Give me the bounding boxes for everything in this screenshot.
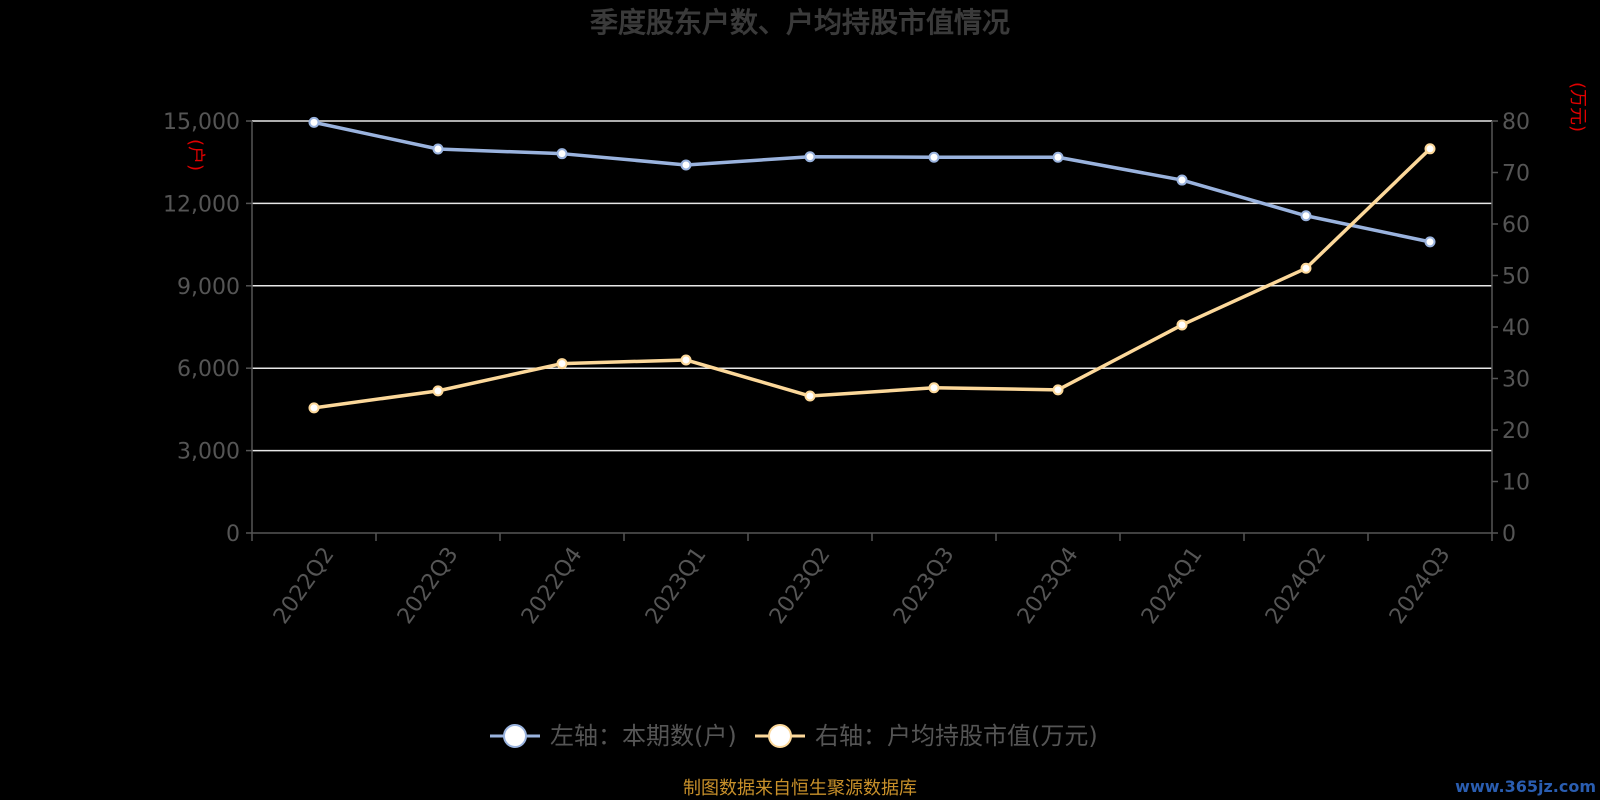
- right-tick-label: 50: [1502, 265, 1530, 290]
- series-2-point: [308, 402, 320, 414]
- watermark: www.365jz.com: [1455, 777, 1596, 796]
- left-tick-label: 3,000: [177, 440, 240, 465]
- grid: [252, 120, 1492, 452]
- legend-label: 左轴：本期数(户): [550, 722, 737, 750]
- series-2-point: [680, 354, 692, 366]
- series-1-point: [928, 151, 940, 163]
- left-tick-label: 9,000: [177, 275, 240, 300]
- right-tick-label: 10: [1502, 471, 1530, 496]
- x-tick-label: 2023Q2: [765, 543, 836, 629]
- x-tick-label: 2022Q4: [517, 543, 588, 629]
- legend-marker: [503, 724, 527, 748]
- series-1-point: [432, 143, 444, 155]
- left-tick-label: 6,000: [177, 357, 240, 382]
- series-1-point: [1176, 174, 1188, 186]
- right-tick-label: 70: [1502, 162, 1530, 187]
- series-2-point: [556, 358, 568, 370]
- left-tick-label: 15,000: [163, 110, 240, 135]
- left-tick-label: 0: [226, 522, 240, 547]
- data-source-note: 制图数据来自恒生聚源数据库: [683, 778, 917, 799]
- x-tick-label: 2024Q3: [1385, 543, 1456, 629]
- series-2-point: [1300, 262, 1312, 274]
- legend: 左轴：本期数(户) 右轴：户均持股市值(万元): [490, 722, 1098, 750]
- left-tick-label: 12,000: [163, 192, 240, 217]
- series-1-point: [556, 148, 568, 160]
- series-layer: [308, 116, 1436, 414]
- right-tick-label: 80: [1502, 110, 1530, 135]
- right-tick-label: 60: [1502, 213, 1530, 238]
- series-1-point: [1424, 236, 1436, 248]
- series-1-point: [308, 116, 320, 128]
- series-1-point: [1052, 151, 1064, 163]
- series-line-1: [313, 120, 1431, 244]
- x-tick-label: 2023Q3: [889, 543, 960, 629]
- series-1-point: [680, 159, 692, 171]
- x-tick-label: 2023Q4: [1013, 543, 1084, 629]
- series-1-point: [804, 151, 816, 163]
- x-tick-label: 2024Q1: [1137, 543, 1208, 629]
- right-tick-label: 40: [1502, 316, 1530, 341]
- series-2-point: [928, 382, 940, 394]
- x-tick-label: 2024Q2: [1261, 543, 1332, 629]
- x-tick-label: 2023Q1: [641, 543, 712, 629]
- series-2-point: [1176, 319, 1188, 331]
- x-tick-label: 2022Q3: [393, 543, 464, 629]
- right-tick-label: 20: [1502, 419, 1530, 444]
- series-2-point: [804, 390, 816, 402]
- right-tick-label: 30: [1502, 368, 1530, 393]
- x-tick-label: 2022Q2: [269, 543, 340, 629]
- legend-label: 右轴：户均持股市值(万元): [815, 722, 1098, 750]
- series-2-point: [1424, 143, 1436, 155]
- left-axis-unit: (户): [185, 139, 206, 171]
- series-2-point: [432, 385, 444, 397]
- series-line-2: [313, 147, 1432, 410]
- series-1-point: [1300, 210, 1312, 222]
- chart-title: 季度股东户数、户均持股市值情况: [590, 6, 1010, 39]
- series-2-point: [1052, 384, 1064, 396]
- right-axis-unit: (万元): [1567, 82, 1588, 132]
- legend-marker: [768, 724, 792, 748]
- right-tick-label: 0: [1502, 522, 1516, 547]
- axes: 0 3,000 6,000 9,000 12,000 15,000 0 10 20 30 40 50 6…: [163, 110, 1530, 629]
